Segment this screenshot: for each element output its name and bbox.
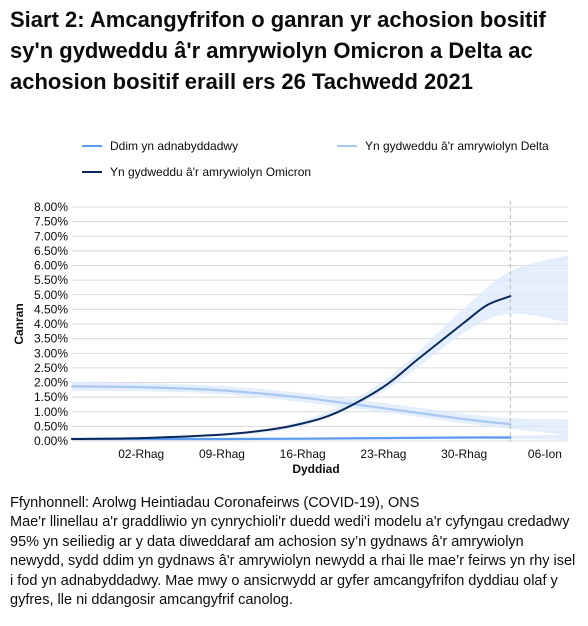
x-tick-label: 06-Ion — [528, 447, 562, 461]
legend-swatch-delta — [337, 145, 357, 147]
y-tick-label: 7.50% — [34, 215, 68, 229]
y-tick-label: 0.50% — [34, 419, 68, 433]
y-tick-label: 8.00% — [34, 200, 68, 214]
series-line-omicron — [71, 295, 512, 440]
y-tick-label: 5.00% — [34, 288, 68, 302]
series-line-delta — [70, 385, 512, 426]
x-tick-label: 16-Rhag — [280, 447, 326, 461]
y-tick-label: 1.00% — [34, 405, 68, 419]
line-chart: 0.00%0.50%1.00%1.50%2.00%2.50%3.00%3.50%… — [12, 200, 568, 476]
legend-item-omicron: Yn gydweddu â'r amrywiolyn Omicron — [82, 165, 311, 179]
x-tick-label: 30-Rhag — [441, 447, 487, 461]
legend-item-delta: Yn gydweddu â'r amrywiolyn Delta — [337, 139, 549, 153]
y-tick-label: 5.50% — [34, 273, 68, 287]
y-tick-label: 2.00% — [34, 376, 68, 390]
legend-swatch-unknown — [82, 145, 102, 147]
chart-title: Siart 2: Amcangyfrifon o ganran yr achos… — [10, 7, 546, 94]
source-text: Ffynhonnell: Arolwg Heintiadau Coronafei… — [10, 495, 420, 511]
x-tick-label: 09-Rhag — [199, 447, 245, 461]
y-axis-title: Canran — [12, 303, 26, 344]
y-tick-label: 7.00% — [34, 229, 68, 243]
y-tick-label: 3.50% — [34, 332, 68, 346]
legend-item-unknown: Ddim yn adnabyddadwy — [82, 139, 238, 153]
y-tick-label: 6.50% — [34, 244, 68, 258]
confidence-band-omicron — [72, 255, 568, 440]
y-tick-label: 2.50% — [34, 361, 68, 375]
y-tick-label: 6.00% — [34, 259, 68, 273]
confidence-band-delta — [72, 381, 568, 436]
y-tick-label: 3.00% — [34, 346, 68, 360]
y-tick-label: 4.50% — [34, 302, 68, 316]
legend-label-omicron: Yn gydweddu â'r amrywiolyn Omicron — [110, 165, 312, 179]
legend: Ddim yn adnabyddadwy Yn gydweddu â'r amr… — [0, 0, 588, 179]
legend-label-delta: Yn gydweddu â'r amrywiolyn Delta — [365, 139, 549, 153]
legend-label-unknown: Ddim yn adnabyddadwy — [110, 139, 239, 153]
x-tick-label: 02-Rhag — [118, 447, 164, 461]
chart-note: Mae'r llinellau a'r graddliwio yn cynryc… — [10, 514, 576, 608]
x-tick-label: 23-Rhag — [360, 447, 406, 461]
x-axis-title: Dyddiad — [292, 462, 339, 476]
y-tick-label: 1.50% — [34, 390, 68, 404]
y-tick-label: 0.00% — [34, 434, 68, 448]
y-tick-label: 4.00% — [34, 317, 68, 331]
legend-swatch-omicron — [82, 171, 102, 173]
